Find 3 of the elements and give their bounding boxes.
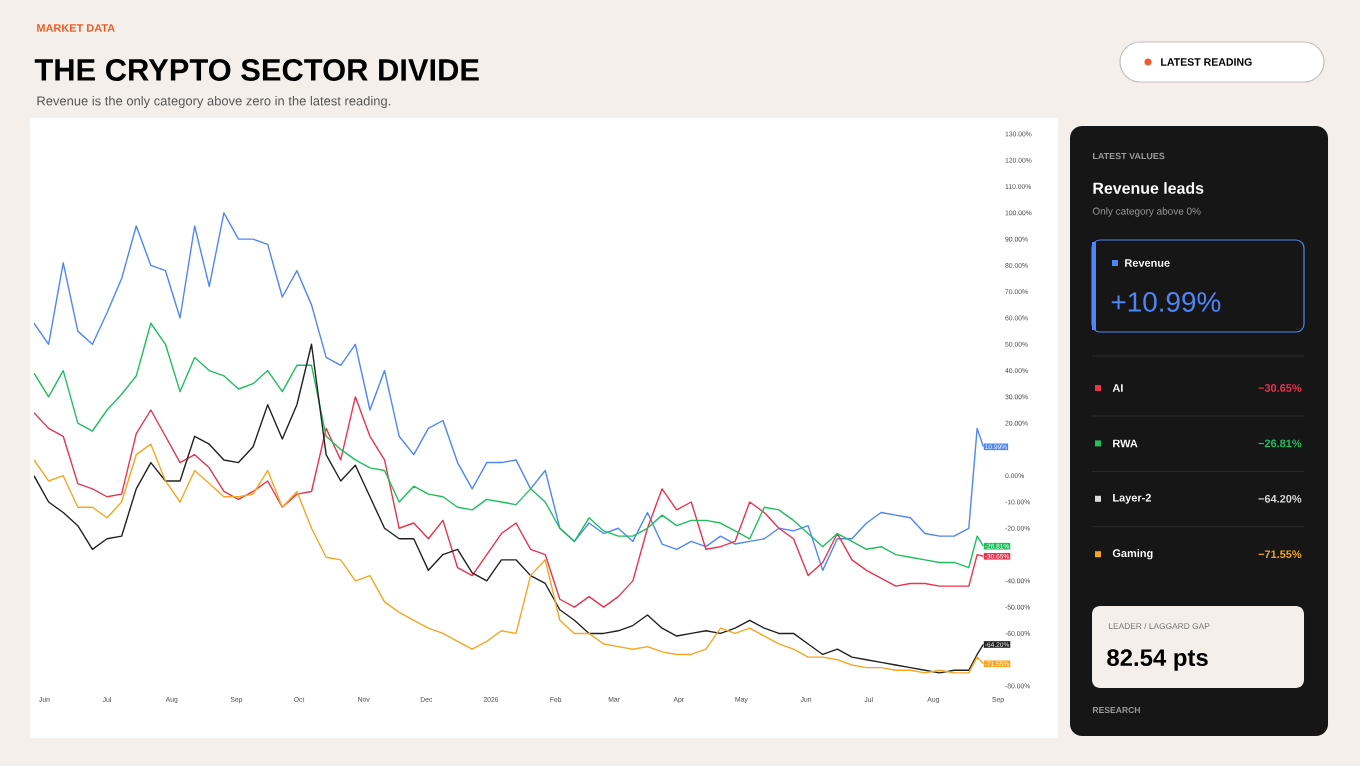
chart-title: THE CRYPTO SECTOR DIVIDE: [34, 59, 479, 81]
text: 82.54 pts: [1107, 649, 1208, 671]
text: +10.99%: [1111, 292, 1221, 312]
